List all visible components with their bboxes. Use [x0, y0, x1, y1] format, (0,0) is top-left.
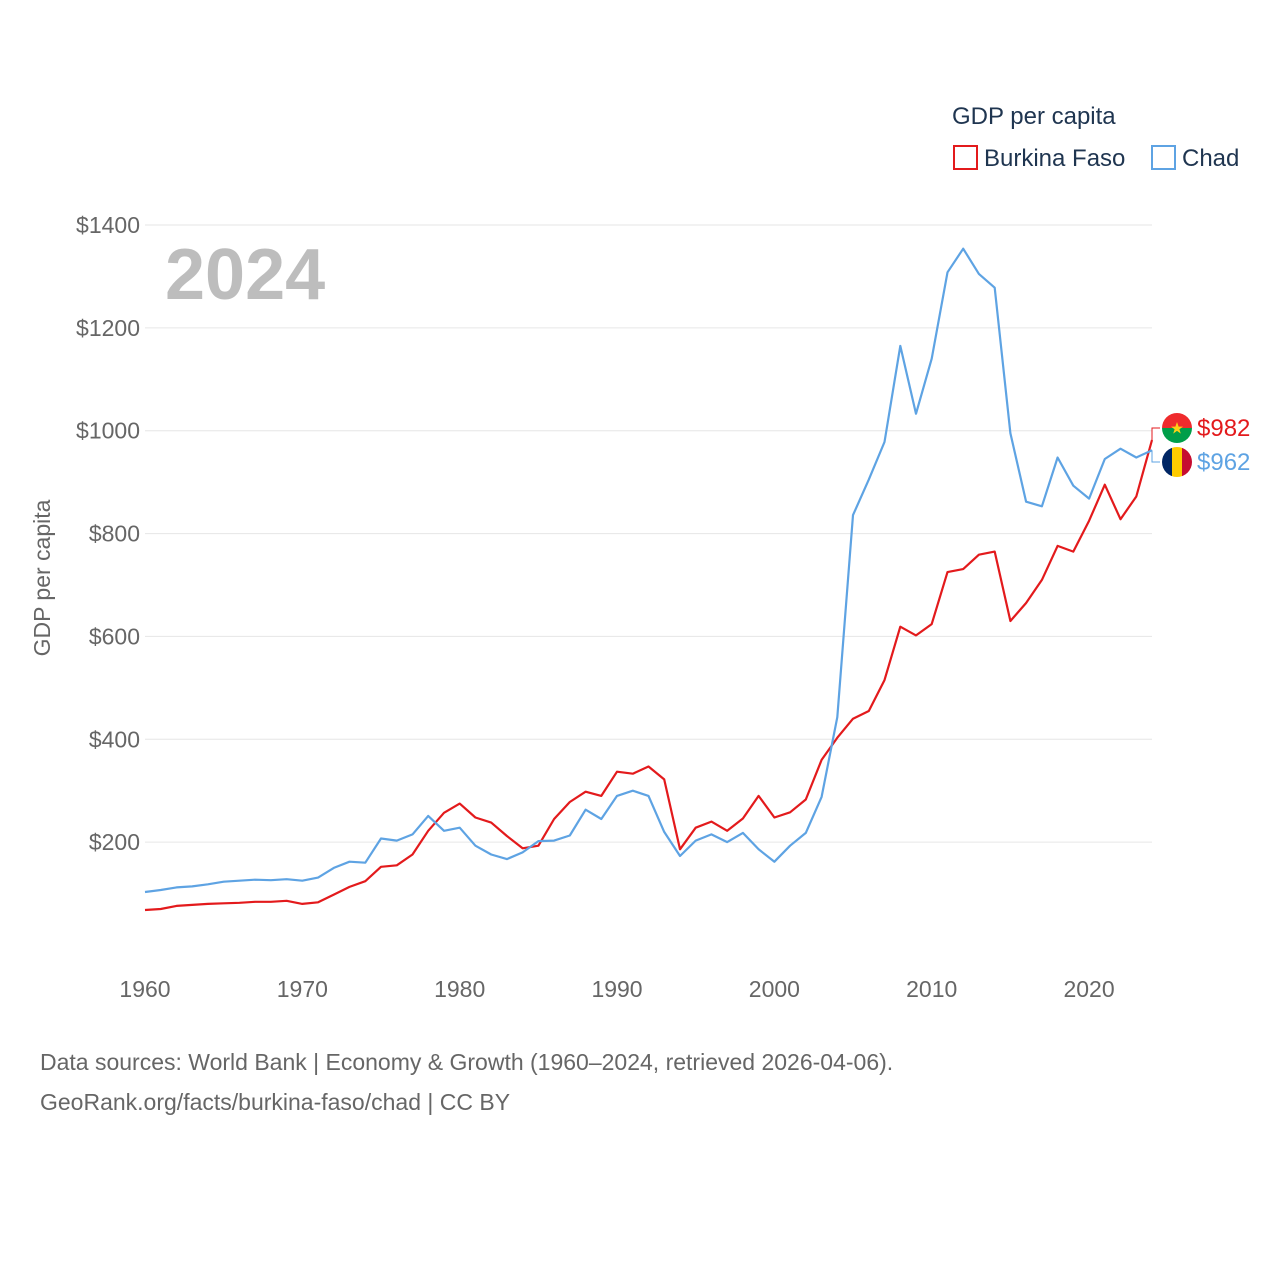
legend: GDP per capita Burkina Faso Chad — [952, 103, 1239, 172]
x-tick-label: 1980 — [434, 976, 485, 1002]
end-labels: $982 $962 — [1151, 415, 1250, 476]
y-tick-label: $200 — [89, 829, 140, 855]
y-tick-label: $400 — [89, 726, 140, 752]
chad-flag-icon — [1162, 447, 1192, 477]
line-chart: $200 $400 $600 $800 $1000 $1200 $1400 1960 1970… — [29, 103, 1250, 1002]
series-line-burkina-faso — [144, 439, 1154, 912]
footer-link[interactable]: GeoRank.org/facts/burkina-faso/chad | CC… — [40, 1089, 511, 1115]
footer-sources: Data sources: World Bank | Economy & Gro… — [40, 1049, 894, 1075]
y-axis-title: GDP per capita — [29, 499, 55, 656]
y-tick-label: $1000 — [76, 418, 140, 444]
year-watermark: 2024 — [165, 235, 325, 315]
x-tick-label: 1960 — [119, 976, 170, 1002]
y-tick-label: $1200 — [76, 315, 140, 341]
end-value-label-burkina-faso: $982 — [1197, 415, 1250, 442]
legend-label-burkina-faso: Burkina Faso — [984, 145, 1125, 172]
legend-swatch-chad — [1151, 145, 1176, 170]
x-tick-label: 1970 — [277, 976, 328, 1002]
y-tick-label: $1400 — [76, 212, 140, 238]
legend-title: GDP per capita — [952, 103, 1116, 130]
y-tick-label: $600 — [89, 623, 140, 649]
x-tick-label: 2020 — [1063, 976, 1114, 1002]
footer: Data sources: World Bank | Economy & Gro… — [40, 1042, 893, 1122]
end-value-label-chad: $962 — [1197, 449, 1250, 476]
x-tick-label: 1990 — [591, 976, 642, 1002]
series-line-chad — [144, 247, 1153, 894]
legend-swatch-burkina-faso — [953, 145, 978, 170]
series-lines — [144, 247, 1154, 912]
x-axis-ticks: 1960 1970 1980 1990 2000 2010 2020 — [119, 976, 1114, 1002]
legend-label-chad: Chad — [1182, 145, 1239, 172]
burkina-faso-flag-icon — [1162, 413, 1192, 443]
y-tick-label: $800 — [89, 521, 140, 547]
x-tick-label: 2000 — [749, 976, 800, 1002]
x-tick-label: 2010 — [906, 976, 957, 1002]
grid-lines — [145, 224, 1152, 843]
end-connector-burkina-faso — [1151, 427, 1160, 440]
y-axis-ticks: $200 $400 $600 $800 $1000 $1200 $1400 — [76, 212, 140, 855]
end-connector-chad — [1151, 450, 1160, 463]
